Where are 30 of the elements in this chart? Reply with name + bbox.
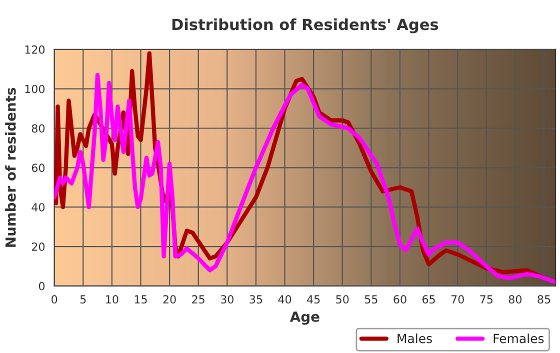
- x-tick-label: 80: [508, 295, 522, 304]
- y-tick-label: 60: [32, 164, 45, 172]
- y-axis-title: Number of residents: [5, 88, 16, 247]
- x-tick-label: 10: [106, 295, 118, 304]
- y-tick-label: 20: [32, 242, 45, 251]
- y-tick-label: 40: [32, 203, 45, 212]
- x-tick-label: 55: [364, 295, 378, 304]
- x-tick-label: 15: [134, 295, 147, 304]
- x-tick-label: 85: [538, 295, 550, 304]
- x-tick-label: 75: [480, 295, 492, 304]
- legend-label: Females: [494, 334, 544, 344]
- x-axis-title: Age: [290, 312, 320, 325]
- x-tick-label: 25: [192, 295, 204, 304]
- y-tick-label: 100: [25, 84, 45, 94]
- x-tick-label: 30: [220, 295, 234, 304]
- x-tick-label: 65: [422, 295, 435, 304]
- x-tick-label: 20: [163, 295, 176, 304]
- y-tick-label: 0: [38, 282, 45, 290]
- x-tick-label: 35: [250, 295, 262, 304]
- legend-label: Males: [398, 334, 432, 344]
- x-tick-label: 5: [80, 295, 86, 304]
- x-tick-label: 0: [52, 295, 58, 304]
- y-tick-label: 80: [32, 124, 45, 133]
- y-tick-label: 120: [25, 45, 45, 54]
- chart-title: Distribution of Residents' Ages: [172, 18, 438, 34]
- x-tick-label: 40: [278, 295, 292, 304]
- x-tick-label: 50: [336, 295, 349, 304]
- x-tick-label: 60: [394, 295, 406, 304]
- x-tick-label: 70: [451, 295, 464, 304]
- x-tick-label: 45: [307, 295, 320, 304]
